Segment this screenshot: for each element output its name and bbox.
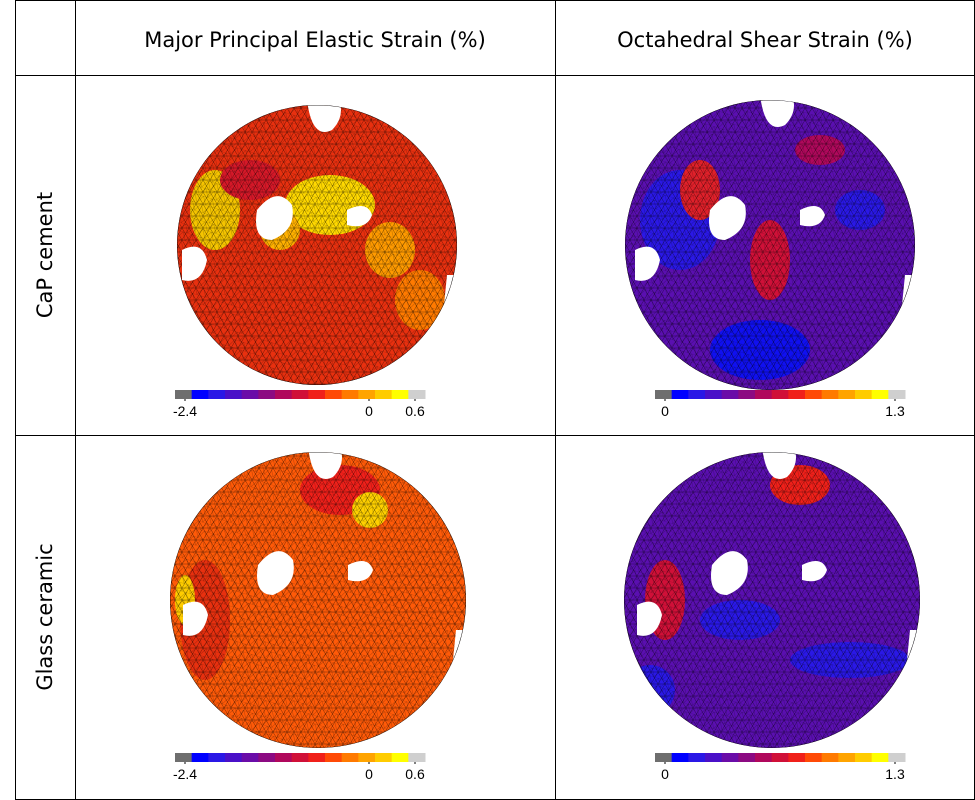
- colorbar-segment: [258, 753, 275, 762]
- colorbar-segment: [292, 390, 309, 399]
- colorbar-segment: [225, 753, 242, 762]
- mesh-lines: [625, 100, 915, 390]
- colorbar-segment: [308, 753, 325, 762]
- colorbar-segment: [408, 753, 425, 762]
- colorbar-segment: [258, 390, 275, 399]
- colorbar-segment: [358, 390, 375, 399]
- column-header: Octahedral Shear Strain (%): [617, 28, 913, 52]
- colorbar-segment: [192, 390, 209, 399]
- colorbar-segment: [738, 753, 755, 762]
- colorbar-segment: [722, 753, 739, 762]
- mesh-image: [150, 442, 476, 800]
- colorbar-segment: [208, 390, 225, 399]
- colorbar-segment: [755, 753, 772, 762]
- colorbar-segment: [275, 390, 292, 399]
- images: [150, 90, 930, 800]
- colorbar-segment: [688, 753, 705, 762]
- mesh-image: [604, 442, 930, 800]
- colorbar-segment: [688, 390, 705, 399]
- colorbar-segment: [208, 753, 225, 762]
- colorbar-segment: [805, 753, 822, 762]
- colorbar-tick-label: 0: [661, 403, 669, 419]
- colorbar-tick-label: 1.3: [885, 766, 905, 782]
- colorbar-tick-label: 0: [365, 403, 373, 419]
- mesh-lines: [170, 452, 466, 748]
- colorbar-segment: [242, 390, 259, 399]
- colorbar-tick-label: 1.3: [885, 403, 905, 419]
- colorbar-segment: [342, 390, 359, 399]
- colorbar-segment: [392, 390, 409, 399]
- colorbar-segment: [292, 753, 309, 762]
- colorbar-segment: [788, 390, 805, 399]
- colorbar-segment: [672, 390, 689, 399]
- colorbar-segment: [325, 753, 342, 762]
- colorbar-segment: [325, 390, 342, 399]
- column-header: Major Principal Elastic Strain (%): [144, 28, 486, 52]
- colorbar-segment: [888, 753, 905, 762]
- colorbar-segment: [872, 390, 889, 399]
- colorbar-segment: [358, 753, 375, 762]
- colorbar-segment: [375, 390, 392, 399]
- colorbar-segment: [872, 753, 889, 762]
- colorbar-segment: [755, 390, 772, 399]
- colorbar-segment: [822, 753, 839, 762]
- colorbar-segment: [408, 390, 425, 399]
- mesh-lines: [177, 105, 457, 385]
- colorbar-segment: [838, 390, 855, 399]
- colorbar-segment: [242, 753, 259, 762]
- colorbar-segment: [772, 390, 789, 399]
- colorbar-segment: [738, 390, 755, 399]
- colorbar-segment: [655, 390, 672, 399]
- colorbar-segment: [375, 753, 392, 762]
- mesh-lines: [624, 452, 920, 748]
- colorbar-segment: [855, 753, 872, 762]
- colorbar-tick-label: -2.4: [173, 403, 197, 419]
- colorbar-segment: [308, 390, 325, 399]
- row-header: CaP cement: [33, 192, 57, 318]
- colorbar-tick-label: 0.6: [405, 766, 425, 782]
- colorbar-segment: [788, 753, 805, 762]
- colorbar-segment: [705, 753, 722, 762]
- row-header: Glass ceramic: [33, 543, 57, 690]
- colorbar-segment: [175, 390, 192, 399]
- figure-table: Major Principal Elastic Strain (%) Octah…: [0, 0, 975, 800]
- colorbar-segment: [772, 753, 789, 762]
- colorbar-segment: [855, 390, 872, 399]
- colorbar-segment: [192, 753, 209, 762]
- colorbar-segment: [672, 753, 689, 762]
- colorbar-segment: [822, 390, 839, 399]
- colorbar-segment: [888, 390, 905, 399]
- colorbar-tick-label: 0.6: [405, 403, 425, 419]
- colorbar-segment: [392, 753, 409, 762]
- colorbar-segment: [722, 390, 739, 399]
- colorbar-segment: [275, 753, 292, 762]
- colorbar-segment: [655, 753, 672, 762]
- colorbar-segment: [342, 753, 359, 762]
- colorbar-tick-label: 0: [365, 766, 373, 782]
- colorbar-segment: [705, 390, 722, 399]
- colorbar-tick-label: 0: [661, 766, 669, 782]
- colorbar-segment: [805, 390, 822, 399]
- colorbar-segment: [225, 390, 242, 399]
- colorbar-tick-label: -2.4: [173, 766, 197, 782]
- colorbar-segment: [838, 753, 855, 762]
- colorbar-segment: [175, 753, 192, 762]
